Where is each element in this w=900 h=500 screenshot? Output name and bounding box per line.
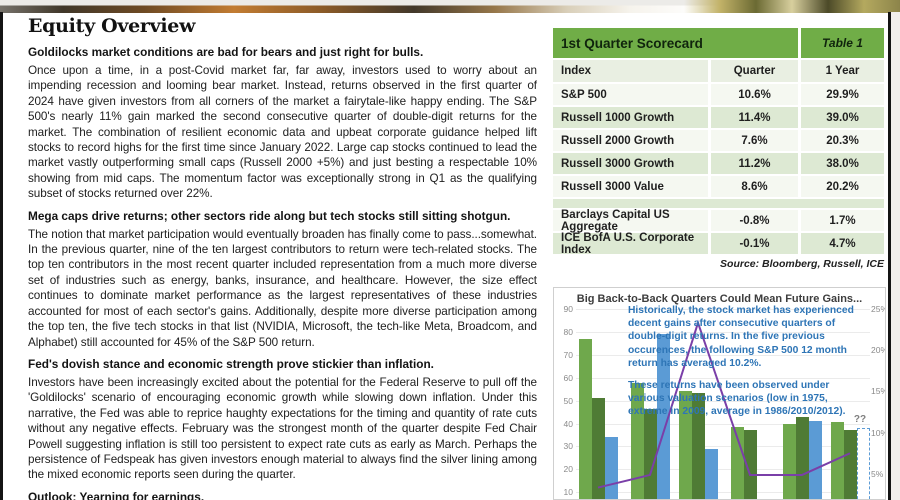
scorecard-header-row: 1st Quarter Scorecard Table 1	[553, 28, 884, 58]
section-heading-goldilocks: Goldilocks market conditions are bad for…	[28, 45, 424, 59]
right-axis-label: 10%	[871, 427, 885, 438]
gridline	[576, 492, 870, 494]
bar-series-dark-green-bar	[743, 430, 757, 499]
cell-index: Russell 2000 Growth	[553, 130, 708, 151]
cell-1year: 39.0%	[801, 107, 884, 128]
bar-series-dark-green-bar	[591, 398, 605, 499]
left-axis-label: 40	[563, 418, 573, 429]
left-axis-label: 60	[563, 372, 573, 383]
page-left-border	[0, 12, 3, 500]
left-axis-label: 70	[563, 349, 573, 360]
table-row: Russell 2000 Growth 7.6% 20.3%	[553, 130, 884, 151]
cell-index: Russell 1000 Growth	[553, 107, 708, 128]
left-axis-label: 90	[563, 304, 573, 315]
bar-series-dark-green-bar	[843, 430, 857, 499]
bar-series-blue-bar	[808, 421, 822, 499]
table-row: Barclays Capital US Aggregate -0.8% 1.7%	[553, 209, 884, 233]
cell-index: S&P 500	[553, 84, 708, 105]
gridline	[576, 377, 870, 379]
left-axis-label: 50	[563, 395, 573, 406]
gridline	[576, 446, 870, 448]
right-axis-label: 25%	[871, 304, 885, 315]
page-right-gutter	[891, 12, 900, 500]
gridline	[576, 354, 870, 356]
table-row: Russell 3000 Value 8.6% 20.2%	[553, 176, 884, 197]
header-photo-banner	[0, 0, 900, 13]
table-row: ICE BofA U.S. Corporate Index -0.1% 4.7%	[553, 232, 884, 256]
bar-series-light-green-bar	[678, 391, 692, 499]
section-heading-fed: Fed's dovish stance and economic strengt…	[28, 356, 434, 371]
table-row: Russell 1000 Growth 11.4% 39.0%	[553, 107, 884, 128]
gridline	[576, 400, 870, 402]
scorecard-title: 1st Quarter Scorecard	[553, 28, 798, 58]
table-row: S&P 500 10.6% 29.9%	[553, 84, 884, 105]
bar-series-light-green-bar	[830, 422, 844, 499]
scorecard-source: Source: Bloomberg, Russell, ICE	[720, 258, 884, 270]
page-right-border	[888, 12, 891, 500]
cell-quarter: 11.2%	[711, 153, 798, 174]
scorecard-column-headers: Index Quarter 1 Year	[553, 60, 884, 82]
cell-index: Russell 3000 Growth	[553, 153, 708, 174]
bar-series-light-green-bar	[630, 383, 644, 499]
cell-quarter: 8.6%	[711, 176, 798, 197]
section-body-mega-caps: The notion that market participation wou…	[28, 227, 537, 349]
right-axis-label: 15%	[871, 386, 885, 397]
right-axis-label: 20%	[871, 345, 885, 356]
cell-1year: 20.3%	[801, 130, 884, 151]
cell-quarter: -0.8%	[711, 210, 798, 231]
column-header-quarter: Quarter	[711, 60, 798, 82]
bar-series-dark-green-bar	[795, 416, 809, 499]
cell-index: Barclays Capital US Aggregate	[553, 209, 708, 233]
section-heading-outlook: Outlook: Yearning for earnings.	[28, 489, 205, 500]
bar-series-blue-bar	[856, 428, 870, 499]
table-row: Russell 3000 Growth 11.2% 38.0%	[553, 153, 884, 174]
bar-series-blue-bar	[704, 448, 718, 499]
gridline	[576, 332, 870, 333]
scorecard-rows: S&P 500 10.6% 29.9% Russell 1000 Growth 11.4…	[553, 84, 884, 256]
chart-annotation: Historically, the stock market has exper…	[628, 304, 868, 428]
bar-series-blue-bar	[656, 334, 670, 499]
gridline	[576, 309, 870, 311]
bar-series-dark-green-bar	[691, 392, 705, 499]
column-header-1year: 1 Year	[801, 60, 884, 82]
valuation-line-path	[597, 319, 851, 489]
cell-1year: 29.9%	[801, 84, 884, 105]
future-gains-chart: 10 20 30 40 50 60 70 80 90 25% 20% 15% 10% 5% Big Bac…	[553, 287, 886, 500]
table-number-label: Table 1	[801, 28, 884, 58]
gridline	[576, 423, 870, 425]
chart-annotation-paragraph-1: Historically, the stock market has exper…	[628, 305, 854, 369]
cell-index: ICE BofA U.S. Corporate Index	[553, 232, 708, 256]
section-heading-mega-caps: Mega caps drive returns; other sectors r…	[28, 208, 511, 223]
left-axis-label: 10	[563, 487, 573, 498]
cell-quarter: 7.6%	[711, 130, 798, 151]
cell-quarter: -0.1%	[711, 233, 798, 254]
table-spacer-row	[553, 199, 884, 208]
chart-plot-layer: 10 20 30 40 50 60 70 80 90 25% 20% 15% 10% 5%	[554, 288, 885, 499]
right-axis-label: 5%	[871, 468, 884, 479]
column-header-index: Index	[553, 60, 708, 82]
section-body-goldilocks: Once upon a time, in a post-Covid market…	[28, 64, 537, 201]
cell-1year: 1.7%	[801, 210, 884, 231]
bar-series-light-green-bar	[782, 423, 796, 499]
cell-1year: 4.7%	[801, 233, 884, 254]
chart-title: Big Back-to-Back Quarters Could Mean Fut…	[576, 293, 863, 305]
cell-1year: 38.0%	[801, 153, 884, 174]
page-title: Equity Overview	[28, 15, 196, 37]
left-axis-label: 30	[563, 441, 573, 452]
scorecard-table: 1st Quarter Scorecard Table 1 Index Quar…	[553, 28, 884, 270]
cell-index: Russell 3000 Value	[553, 176, 708, 197]
left-axis-label: 20	[563, 464, 573, 475]
gridline	[576, 469, 870, 471]
cell-quarter: 10.6%	[711, 84, 798, 105]
cell-quarter: 11.4%	[711, 107, 798, 128]
section-body-fed: Investors have been increasingly excited…	[28, 375, 537, 482]
chart-annotation-paragraph-2: These returns have been observed under v…	[628, 380, 846, 418]
bar-series-light-green-bar	[578, 338, 592, 499]
unknown-future-bar-label: ??	[853, 414, 867, 425]
equity-overview-article: Equity Overview Goldilocks market condit…	[28, 15, 537, 500]
cell-1year: 20.2%	[801, 176, 884, 197]
left-axis-label: 80	[563, 327, 573, 337]
